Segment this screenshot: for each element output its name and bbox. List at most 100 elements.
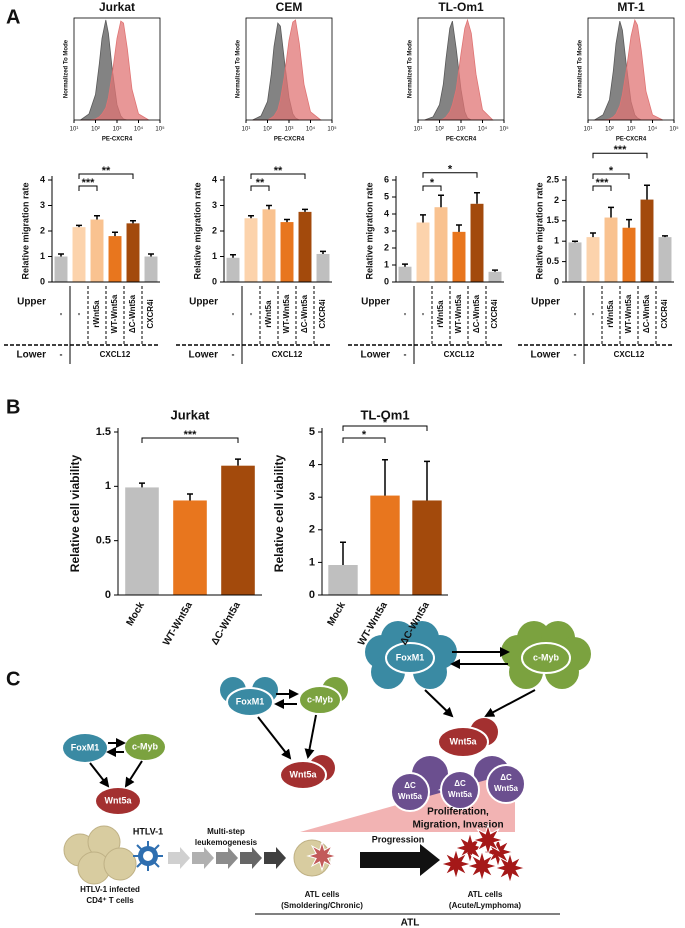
x-axis-label: PE-CXCR4 (274, 137, 305, 143)
y-tick-label: 0 (309, 589, 315, 601)
y-tick-label: 0.5 (96, 535, 111, 547)
x-tick-label: ΔC-Wnt5a (128, 294, 137, 333)
bar (640, 199, 654, 282)
error-bar (248, 214, 254, 219)
bar (370, 495, 400, 595)
significance-label: *** (184, 429, 198, 441)
cell-label: HTLV-1 infected (80, 885, 140, 894)
lower-label: CXCL12 (272, 350, 303, 359)
error-bar (230, 253, 236, 258)
x-tick-label: - (418, 312, 427, 315)
y-tick-label: 2 (212, 225, 217, 235)
y-tick-label: 4 (212, 174, 217, 184)
error-bar (572, 240, 578, 243)
significance-bracket (250, 185, 270, 191)
y-tick-label: 0 (105, 589, 111, 601)
bar (412, 500, 442, 595)
chart-title: CEM (276, 0, 303, 14)
panel-label: B (6, 396, 20, 418)
x-tick-label: CXCR4i (146, 299, 155, 328)
bar (144, 256, 158, 282)
y-tick-label: 1 (309, 556, 315, 568)
y-tick-label: 4 (309, 459, 316, 471)
wnt5a-node (279, 760, 327, 790)
bar (126, 223, 140, 282)
atl-label: ATL (401, 918, 420, 928)
significance-bracket (141, 437, 239, 443)
histogram-area (594, 18, 663, 121)
bar (398, 266, 412, 282)
significance-label: * (448, 164, 453, 176)
row-label: Lower (189, 350, 219, 361)
bar (434, 207, 448, 282)
histogram-area (252, 19, 322, 121)
y-tick-label: 1.5 (96, 426, 111, 438)
significance-bracket (592, 185, 612, 191)
significance-label: ** (274, 165, 283, 177)
error-bar (420, 214, 426, 223)
star-cell (471, 823, 505, 857)
bar (568, 242, 582, 282)
error-bar (402, 263, 408, 267)
x-tick-label: - (56, 312, 65, 315)
x-tick-label: rWnt5a (606, 300, 615, 328)
row-label: Upper (361, 297, 390, 308)
x-tick-label: 10¹ (70, 127, 79, 133)
row-label: Upper (531, 297, 560, 308)
bar (586, 237, 600, 282)
panel-label: C (6, 668, 20, 690)
star-cell (493, 851, 527, 885)
axes (51, 176, 160, 283)
y-axis-label: Normalized To Mode (236, 39, 242, 98)
node-label: Wnt5a (494, 784, 519, 793)
error-bar (139, 482, 145, 488)
node-label: ΔC (404, 781, 416, 790)
y-tick-label: 5 (384, 191, 389, 201)
x-tick-label: 10³ (627, 127, 636, 133)
bar (72, 227, 86, 282)
y-tick-label: 3 (40, 200, 45, 210)
error-bar (284, 218, 290, 223)
wnt5a-node (96, 788, 140, 814)
y-axis-label: Relative migration rate (192, 182, 202, 279)
y-tick-label: 1.5 (546, 215, 559, 225)
chart-title: Jurkat (99, 0, 135, 14)
significance-bracket (342, 437, 386, 443)
x-tick-label: 10² (91, 127, 100, 133)
node-label: FoxM1 (396, 652, 425, 662)
node-label: Wnt5a (398, 792, 423, 801)
arrow (124, 760, 143, 788)
x-tick-label: 10¹ (414, 127, 423, 133)
error-bar (58, 253, 64, 257)
bar (316, 253, 330, 282)
significance-label: ** (102, 165, 111, 177)
dc-wnt5a-node (440, 770, 480, 810)
cell-label: CD4⁺ T cells (86, 896, 134, 905)
significance-bracket (250, 173, 306, 179)
y-tick-label: 1 (384, 259, 389, 269)
step-arrows (168, 847, 286, 869)
chart-title: MT-1 (617, 0, 645, 14)
chart-title: TL-Om1 (360, 407, 409, 422)
step-label: leukemogenesis (195, 838, 258, 847)
bar (108, 236, 122, 282)
x-tick-label: rWnt5a (92, 300, 101, 328)
y-axis-label: Relative cell viability (68, 454, 82, 572)
error-bar (148, 253, 154, 257)
node-label: Wnt5a (450, 736, 478, 746)
error-bar (424, 460, 430, 501)
y-tick-label: 2 (40, 225, 45, 235)
significance-bracket (342, 425, 428, 431)
cell-label: ATL cells (468, 890, 503, 899)
node-label: c-Myb (307, 694, 334, 704)
error-bar (492, 269, 498, 272)
foxm1-node (385, 642, 435, 674)
x-tick-label: 10² (435, 127, 444, 133)
y-tick-label: 2 (554, 195, 559, 205)
t-cells (63, 825, 137, 885)
error-bar (662, 235, 668, 238)
error-bar (456, 224, 462, 232)
x-tick-label: Mock (125, 600, 148, 628)
error-bar (474, 192, 480, 204)
